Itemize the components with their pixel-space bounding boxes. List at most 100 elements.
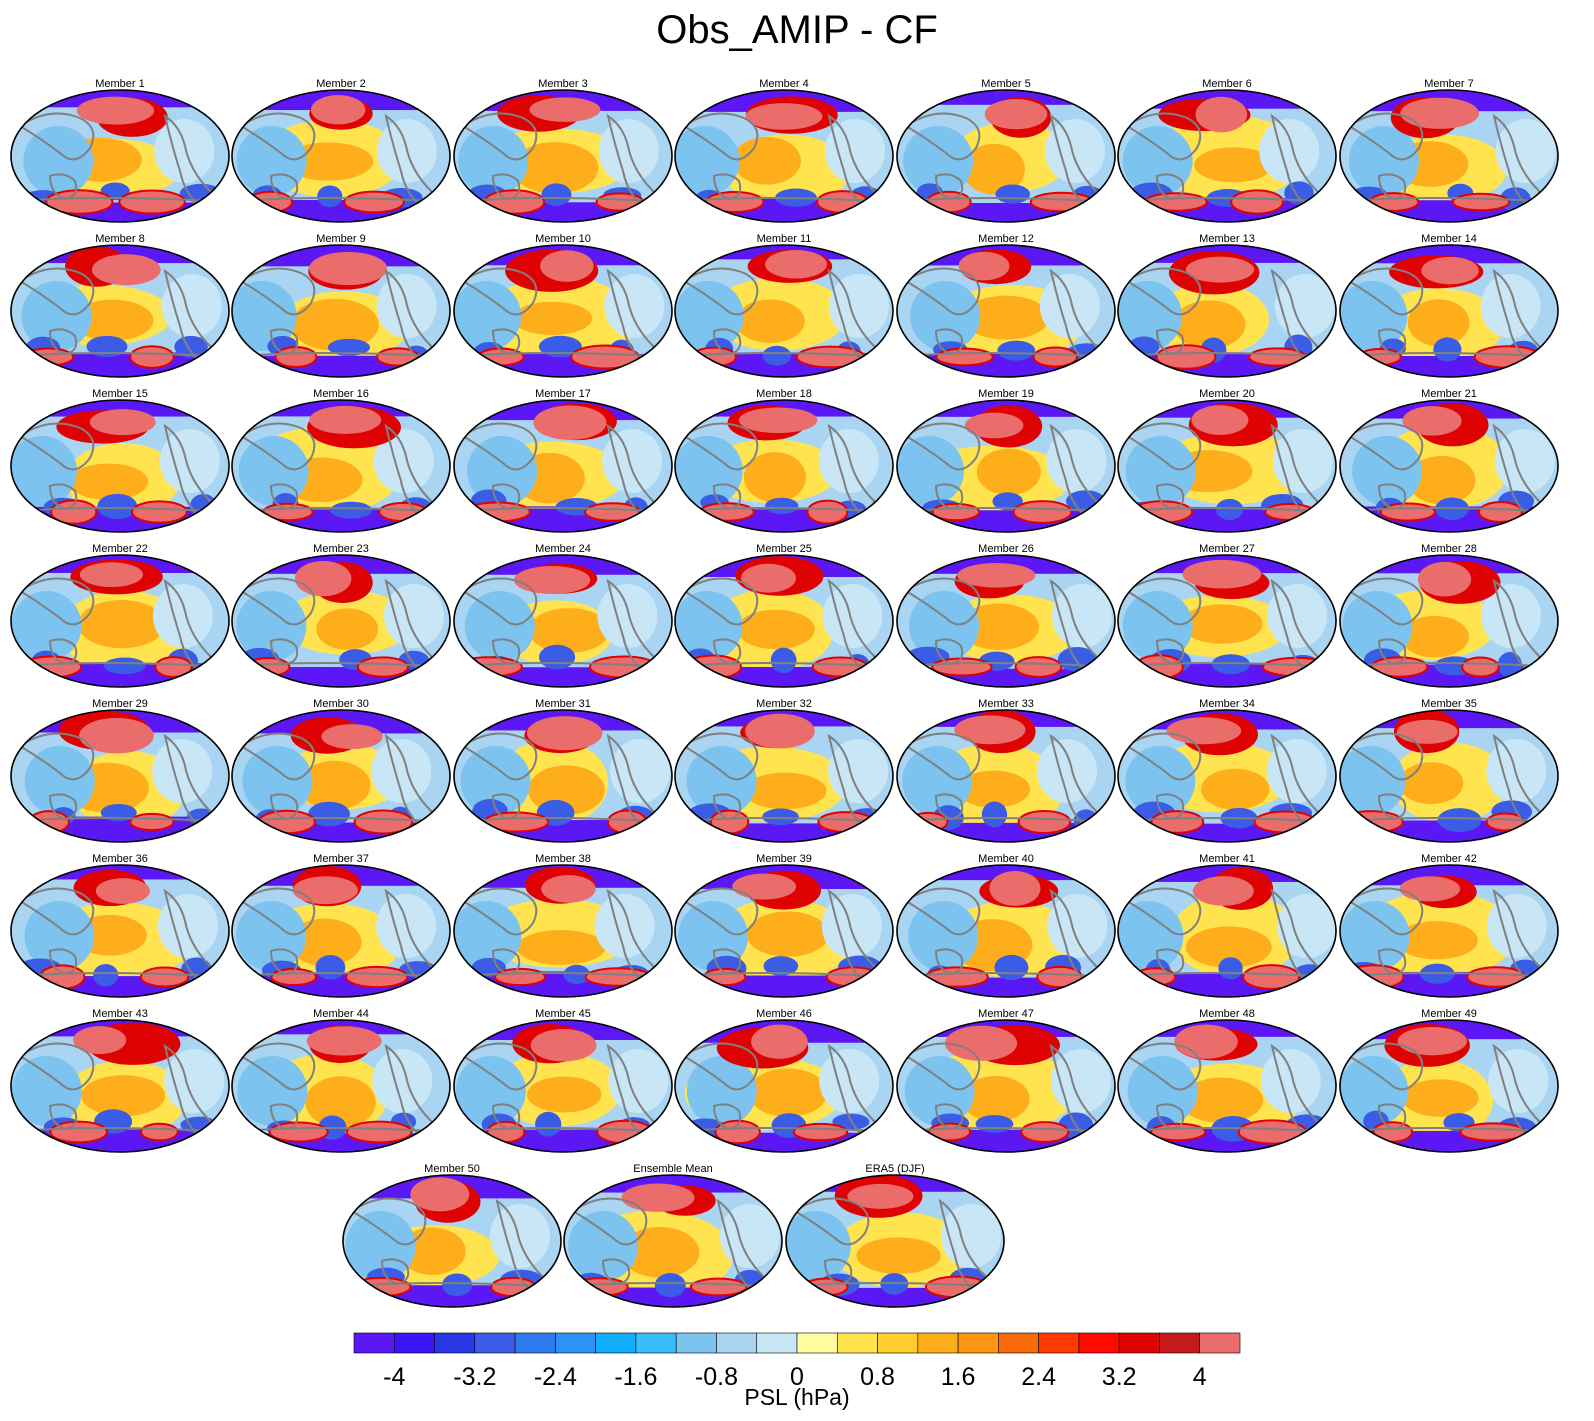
trough xyxy=(654,1273,686,1298)
polar-low-south xyxy=(897,510,1115,532)
trough xyxy=(762,345,792,366)
coastline xyxy=(461,267,538,316)
polar-low-south xyxy=(454,667,672,687)
map-outline xyxy=(10,1019,230,1153)
ridge xyxy=(957,563,1036,588)
map-field xyxy=(11,865,229,997)
panel-title: Member 38 xyxy=(535,853,591,865)
panel-title: Member 35 xyxy=(1421,698,1477,710)
ridge xyxy=(1417,561,1472,597)
cool-anomaly xyxy=(686,1056,757,1126)
cool-anomaly xyxy=(24,746,95,816)
panel-title: Member 49 xyxy=(1421,1008,1477,1020)
map-outline xyxy=(1339,554,1559,688)
coastline xyxy=(1377,483,1407,511)
map-field xyxy=(897,400,1115,532)
map-outline xyxy=(674,244,894,378)
cool-anomaly xyxy=(1122,591,1193,661)
warm-anomaly xyxy=(78,600,166,649)
cool-anomaly xyxy=(11,591,82,661)
coastline xyxy=(712,793,742,821)
map-field xyxy=(454,555,672,687)
ridge xyxy=(529,97,601,122)
map-field xyxy=(1340,90,1558,222)
ridge xyxy=(944,1025,1018,1061)
map-outline xyxy=(785,1174,1005,1308)
ridge xyxy=(1166,717,1242,745)
coastline xyxy=(571,1197,648,1246)
southern-ridge xyxy=(262,502,314,522)
map-panel: Member 49 xyxy=(1339,1008,1559,1153)
cool-anomaly xyxy=(897,436,964,506)
polar-low-south xyxy=(897,202,1115,222)
map-outline xyxy=(1339,399,1559,533)
map-panel: Member 6 xyxy=(1117,78,1337,223)
cool-anomaly xyxy=(1266,739,1327,803)
coastline xyxy=(1347,887,1424,936)
map-outline xyxy=(1339,1019,1559,1153)
warm-anomaly xyxy=(746,911,829,957)
map-panel: Member 35 xyxy=(1339,698,1559,843)
cool-anomaly xyxy=(1276,894,1336,958)
cool-anomaly xyxy=(464,591,535,661)
coastline xyxy=(934,638,964,666)
warm-anomaly xyxy=(962,295,1050,340)
southern-ridge xyxy=(139,966,190,988)
coastline xyxy=(269,793,299,821)
map-field xyxy=(897,865,1115,997)
cool-anomaly xyxy=(1488,1049,1549,1113)
ridge xyxy=(540,250,594,282)
coastline xyxy=(1125,887,1202,936)
coastline xyxy=(491,173,521,201)
panel-title: Ensemble Mean xyxy=(633,1163,713,1175)
ridge xyxy=(1182,559,1262,589)
cool-anomaly xyxy=(568,1211,639,1281)
cool-anomaly xyxy=(1486,894,1547,958)
cool-anomaly xyxy=(1127,1056,1198,1126)
cool-anomaly xyxy=(24,901,95,971)
map-field xyxy=(897,710,1115,842)
coastline xyxy=(1155,948,1185,976)
southern-ridge xyxy=(356,656,410,678)
map-panel: Member 8 xyxy=(10,233,230,378)
warm-anomaly xyxy=(1173,300,1246,349)
coastline xyxy=(1377,173,1407,201)
map-field xyxy=(454,1020,672,1152)
warm-anomaly xyxy=(620,1226,700,1278)
coastline xyxy=(269,638,299,666)
polar-low-south xyxy=(1118,823,1336,842)
map-outline xyxy=(10,399,230,533)
cool-anomaly xyxy=(675,591,743,661)
panel-title: Member 47 xyxy=(978,1008,1034,1020)
coastline xyxy=(1347,1042,1424,1091)
trough xyxy=(992,492,1023,511)
polar-low-south xyxy=(675,975,893,997)
warm-anomaly xyxy=(1395,921,1478,960)
cool-anomaly xyxy=(242,746,313,816)
southern-ridge xyxy=(924,966,989,988)
southern-ridge xyxy=(345,965,409,989)
map-panel: Member 18 xyxy=(674,388,894,533)
ridge xyxy=(292,876,359,905)
map-outline xyxy=(896,864,1116,998)
map-outline xyxy=(674,554,894,688)
map-outline xyxy=(231,1019,451,1153)
map-panel: Member 47 xyxy=(896,1008,1116,1153)
ridge xyxy=(745,103,823,130)
colorbar-swatch xyxy=(716,1332,758,1354)
colorbar: -4 -3.2 -2.4 -1.6 -0.8 0 0.8 1.6 2.4 3.2 4 xyxy=(353,1332,1241,1391)
trough xyxy=(762,808,799,826)
ridge xyxy=(79,717,154,754)
map-panel: Member 37 xyxy=(231,853,451,998)
warm-anomaly xyxy=(961,1075,1030,1122)
colorbar-tick-label: 4 xyxy=(1193,1363,1207,1391)
map-outline xyxy=(231,554,451,688)
polar-low-south xyxy=(454,202,672,222)
map-panel: Member 27 xyxy=(1117,543,1337,688)
southern-ridge xyxy=(1014,656,1063,678)
warm-anomaly xyxy=(976,448,1041,496)
cool-anomaly xyxy=(153,584,214,648)
panel-title: Member 42 xyxy=(1421,853,1477,865)
map-panel: ERA5 (DJF) xyxy=(785,1163,1005,1308)
